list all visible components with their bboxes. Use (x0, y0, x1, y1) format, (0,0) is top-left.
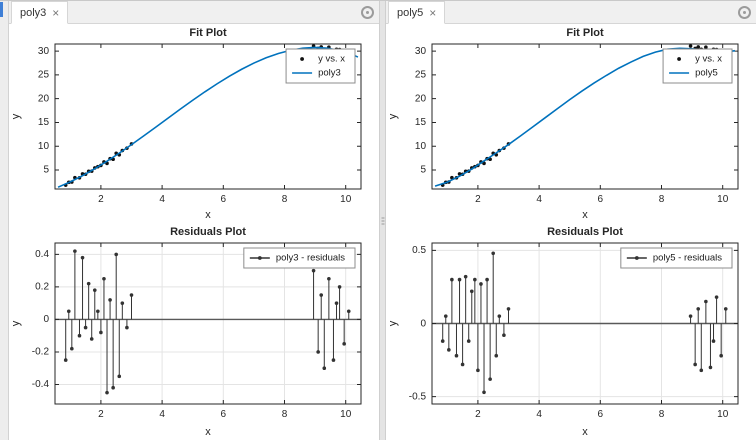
fit-plot-poly5[interactable] (386, 24, 756, 223)
tabbar-spacer (68, 1, 361, 23)
tab-poly3[interactable]: poly3 × (11, 1, 69, 24)
tabbar-spacer (445, 1, 738, 23)
left-accent-bar (0, 2, 3, 17)
tabbar-poly3: poly3 × (9, 1, 379, 24)
tab-label: poly5 (397, 6, 424, 19)
tabbar-poly5: poly5 × (386, 1, 756, 24)
bullseye-dot (366, 10, 369, 14)
bullseye-icon[interactable] (361, 5, 374, 19)
tab-poly5[interactable]: poly5 × (388, 1, 446, 24)
fit-plot-poly3[interactable] (9, 24, 379, 223)
panel-divider[interactable] (379, 1, 386, 440)
bullseye-dot (743, 10, 746, 14)
panel-poly5: poly5 × (386, 1, 756, 440)
panel-poly3: poly3 × (9, 1, 379, 440)
close-icon[interactable]: × (429, 5, 437, 20)
close-icon[interactable]: × (52, 5, 60, 20)
tab-label: poly3 (20, 6, 47, 19)
charts-poly5 (386, 24, 756, 440)
residuals-plot-poly5[interactable] (386, 223, 756, 440)
residuals-plot-poly3[interactable] (9, 223, 379, 440)
left-edge-strip (0, 1, 9, 440)
divider-grip-icon (381, 217, 384, 224)
bullseye-icon[interactable] (738, 5, 751, 19)
charts-poly3 (9, 24, 379, 440)
